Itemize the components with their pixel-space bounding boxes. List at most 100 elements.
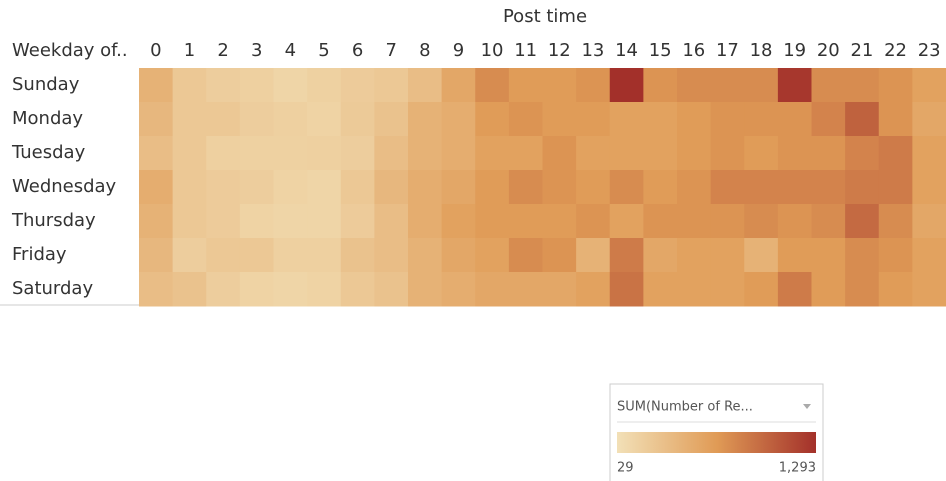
heat-cell <box>408 102 443 137</box>
heat-cell <box>777 102 812 137</box>
heat-cell <box>239 68 274 103</box>
heat-cell <box>340 170 375 205</box>
heat-cell <box>811 68 846 103</box>
heat-cell <box>878 102 913 137</box>
heat-cell <box>609 238 644 273</box>
heat-cell <box>408 170 443 205</box>
heat-cell <box>744 136 779 171</box>
heat-cell <box>744 204 779 239</box>
heat-cell <box>542 136 577 171</box>
heat-cell <box>811 170 846 205</box>
heat-cell <box>475 272 510 307</box>
y-tick-label: Tuesday <box>11 142 86 163</box>
heat-cell <box>777 238 812 273</box>
x-tick-label: 14 <box>615 40 638 61</box>
heat-cell <box>878 238 913 273</box>
heat-cell <box>307 272 342 307</box>
heat-cell <box>542 204 577 239</box>
heat-cell <box>845 68 880 103</box>
heat-cell <box>912 272 946 307</box>
x-tick-label: 3 <box>251 40 262 61</box>
heat-cell <box>677 68 712 103</box>
heat-cell <box>710 136 745 171</box>
x-tick-label: 5 <box>318 40 329 61</box>
heat-cell <box>811 204 846 239</box>
heat-cell <box>609 272 644 307</box>
heat-cell <box>172 102 207 137</box>
heat-cell <box>307 170 342 205</box>
heat-cell <box>441 272 476 307</box>
heat-cell <box>273 68 308 103</box>
heat-cell <box>744 102 779 137</box>
heat-cell <box>677 170 712 205</box>
heat-cell <box>777 272 812 307</box>
heat-cell <box>475 102 510 137</box>
heat-cell <box>744 170 779 205</box>
heat-cell <box>777 68 812 103</box>
heat-cell <box>273 272 308 307</box>
heat-cell <box>172 136 207 171</box>
heat-cell <box>576 170 611 205</box>
heat-cell <box>307 102 342 137</box>
heat-cell <box>878 170 913 205</box>
x-tick-label: 10 <box>481 40 504 61</box>
heat-cell <box>710 204 745 239</box>
heat-cell <box>340 102 375 137</box>
heat-cell <box>239 238 274 273</box>
heat-cell <box>408 68 443 103</box>
heat-cell <box>845 136 880 171</box>
x-tick-label: 17 <box>716 40 739 61</box>
heat-cell <box>508 136 543 171</box>
x-axis-title: Post time <box>503 6 587 27</box>
heat-cell <box>710 170 745 205</box>
heat-cell <box>643 68 678 103</box>
heat-cell <box>710 238 745 273</box>
heat-cell <box>508 238 543 273</box>
x-tick-label: 6 <box>352 40 363 61</box>
heat-cell <box>710 272 745 307</box>
heat-cell <box>643 204 678 239</box>
heat-cell <box>374 136 409 171</box>
heat-cell <box>239 204 274 239</box>
heat-cell <box>912 204 946 239</box>
heat-cell <box>206 272 241 307</box>
heat-cell <box>475 238 510 273</box>
heat-cell <box>878 136 913 171</box>
heat-cell <box>777 170 812 205</box>
heat-cell <box>374 68 409 103</box>
heat-cell <box>677 238 712 273</box>
heat-cell <box>273 170 308 205</box>
heat-cell <box>609 204 644 239</box>
heat-cell <box>206 238 241 273</box>
heat-cell <box>441 170 476 205</box>
heat-cell <box>239 170 274 205</box>
heat-cell <box>777 136 812 171</box>
heat-cell <box>777 204 812 239</box>
heat-cell <box>340 238 375 273</box>
heat-cell <box>408 136 443 171</box>
heat-cell <box>811 238 846 273</box>
heat-cell <box>845 204 880 239</box>
heat-cell <box>441 68 476 103</box>
y-tick-label: Monday <box>12 108 83 129</box>
heat-cell <box>307 68 342 103</box>
heat-cell <box>307 136 342 171</box>
y-tick-label: Wednesday <box>12 176 117 197</box>
heat-cell <box>643 272 678 307</box>
x-tick-label: 16 <box>682 40 705 61</box>
heat-cell <box>878 68 913 103</box>
heat-cell <box>139 272 174 307</box>
heat-cell <box>576 204 611 239</box>
x-tick-label: 20 <box>817 40 840 61</box>
heat-cell <box>744 68 779 103</box>
legend-dropdown[interactable] <box>803 404 811 409</box>
heat-cell <box>441 238 476 273</box>
heat-cell <box>206 136 241 171</box>
heat-cell <box>542 238 577 273</box>
heat-cell <box>912 238 946 273</box>
x-tick-label: 15 <box>649 40 672 61</box>
heat-cell <box>744 238 779 273</box>
heat-cell <box>576 136 611 171</box>
heat-cell <box>139 170 174 205</box>
